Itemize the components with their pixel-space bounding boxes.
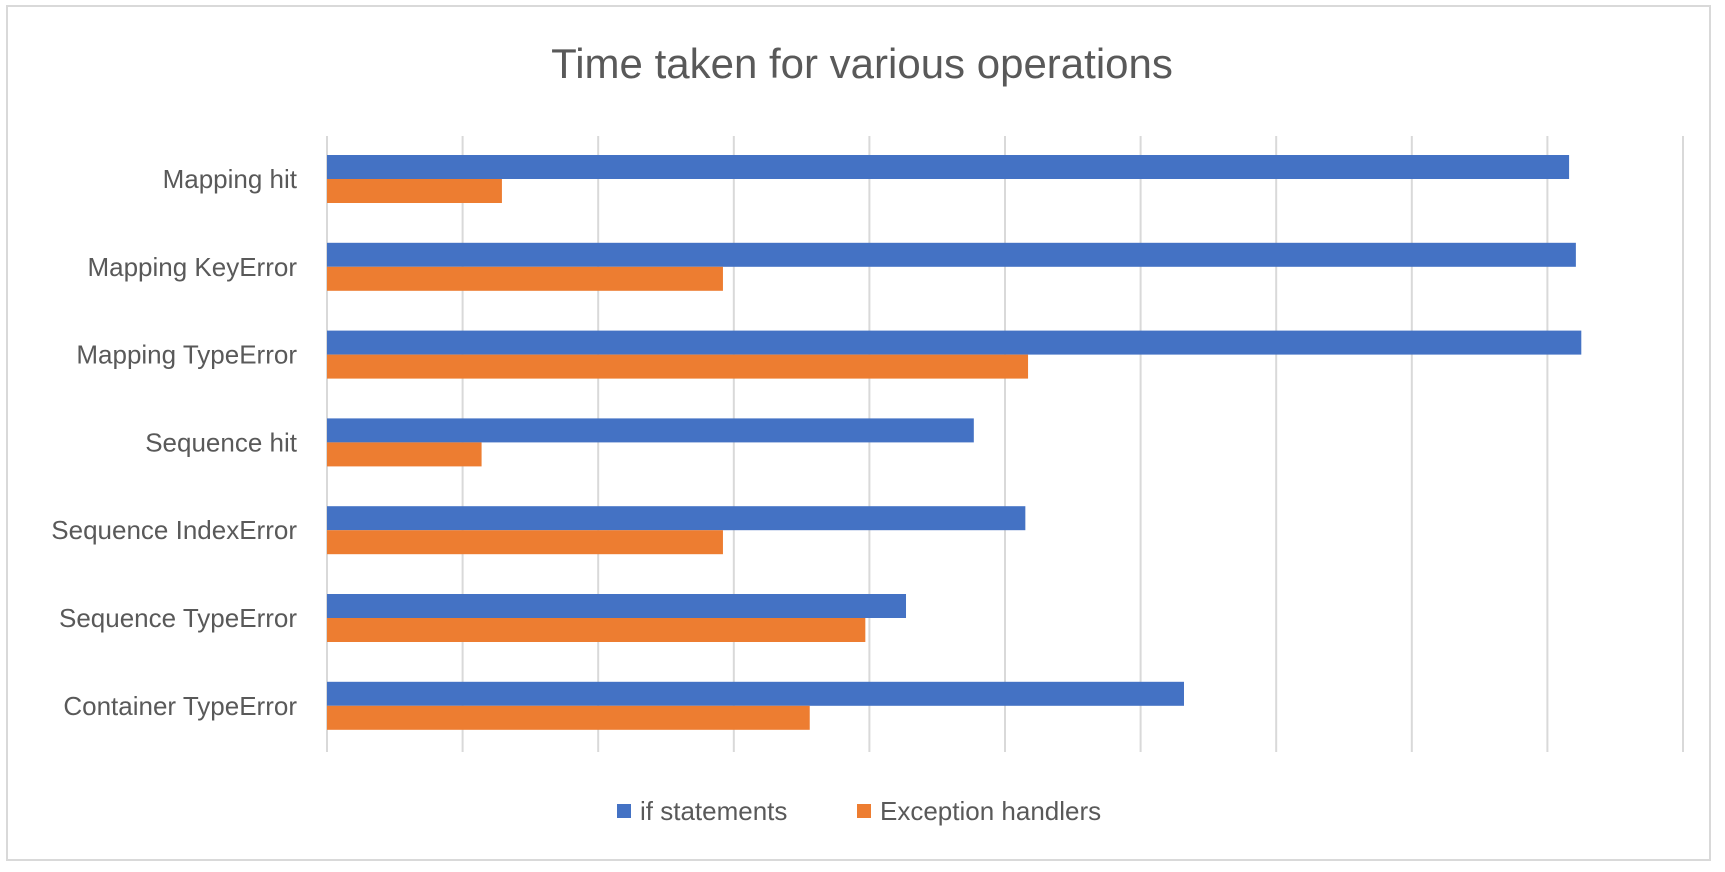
category-label: Sequence TypeError: [59, 603, 297, 633]
legend-label-exception-handlers: Exception handlers: [880, 796, 1101, 826]
chart-title: Time taken for various operations: [551, 40, 1173, 87]
legend-swatch-exception-handlers: [857, 804, 871, 818]
bar-exception-handlers: [327, 618, 866, 642]
category-label: Container TypeError: [63, 691, 297, 721]
legend: if statements Exception handlers: [617, 796, 1101, 826]
category-labels: Mapping hit Mapping KeyError Mapping TypeE…: [51, 164, 297, 721]
bar-exception-handlers: [327, 530, 723, 555]
bar-exception-handlers: [327, 354, 1029, 379]
bar-if-statements: [327, 418, 974, 443]
bar-exception-handlers: [327, 442, 482, 467]
bars: [327, 155, 1582, 730]
bar-if-statements: [327, 594, 907, 618]
bar-if-statements: [327, 242, 1576, 267]
category-label: Mapping KeyError: [87, 252, 297, 282]
category-label: Sequence IndexError: [51, 515, 297, 545]
category-label: Sequence hit: [145, 427, 298, 457]
gridlines: [326, 136, 1684, 752]
bar-exception-handlers: [327, 705, 810, 730]
category-label: Mapping TypeError: [76, 340, 297, 370]
bar-if-statements: [327, 681, 1184, 706]
legend-swatch-if-statements: [617, 804, 631, 818]
bar-exception-handlers: [327, 266, 723, 291]
bar-exception-handlers: [327, 179, 502, 203]
bar-if-statements: [327, 155, 1570, 179]
bar-if-statements: [327, 506, 1026, 531]
category-label: Mapping hit: [163, 164, 298, 194]
legend-label-if-statements: if statements: [640, 796, 787, 826]
bar-if-statements: [327, 330, 1582, 355]
